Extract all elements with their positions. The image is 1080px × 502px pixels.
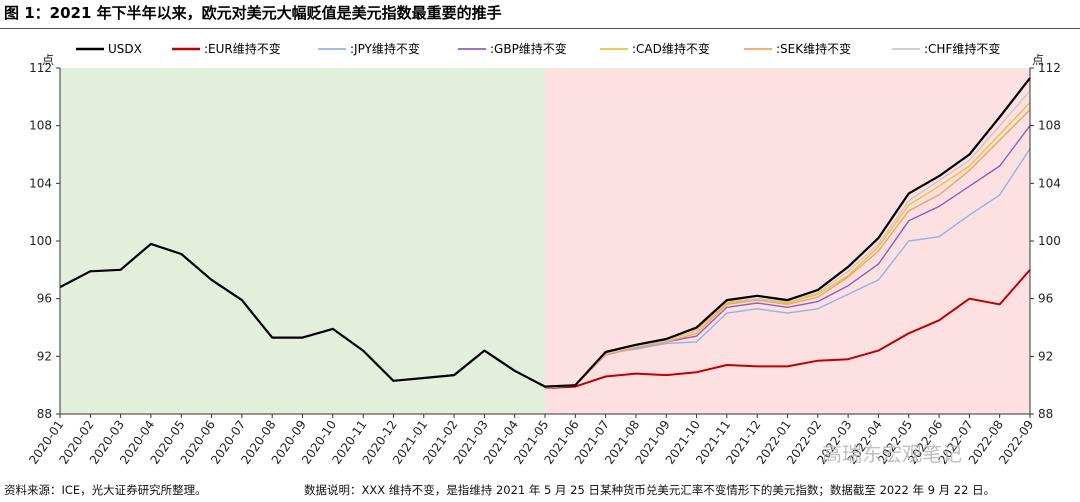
y-unit-left: 点 <box>42 53 54 67</box>
y-tick-label-left: 112 <box>29 61 52 75</box>
y-tick-label-right: 112 <box>1038 61 1061 75</box>
legend-label-3: :JPY维持不变 <box>350 41 420 56</box>
y-tick-label-left: 92 <box>37 349 52 363</box>
y-tick-label-left: 100 <box>29 234 52 248</box>
series-line-2 <box>544 269 1031 390</box>
legend-label-1: USDX <box>108 42 142 56</box>
series-line-7 <box>544 90 1031 389</box>
watermark: 高瑞东宏观笔记 <box>822 442 962 466</box>
legend-label-7: :CHF维持不变 <box>924 41 1000 56</box>
series-line-1 <box>59 77 1031 388</box>
data-note: 数据说明：XXX 维持不变，是指维持 2021 年 5 月 25 日某种货币兑美… <box>304 483 996 497</box>
y-tick-label-right: 100 <box>1038 234 1061 248</box>
legend-label-6: :SEK维持不变 <box>776 41 851 56</box>
shaded-period-1 <box>60 68 545 414</box>
source-note: 资料来源：ICE，光大证券研究所整理。 <box>4 483 207 497</box>
y-tick-label-right: 92 <box>1038 349 1053 363</box>
y-tick-label-right: 104 <box>1038 176 1061 190</box>
legend-label-5: :CAD维持不变 <box>632 41 710 56</box>
series-line-6 <box>544 109 1031 389</box>
legend-label-2: :EUR维持不变 <box>204 41 281 56</box>
y-tick-label-left: 88 <box>37 407 52 421</box>
title-divider <box>0 28 1080 29</box>
y-tick-label-left: 96 <box>37 292 52 306</box>
y-tick-label-right: 88 <box>1038 407 1053 421</box>
legend-label-4: :GBP维持不变 <box>490 41 567 56</box>
y-tick-label-right: 96 <box>1038 292 1053 306</box>
y-tick-label-left: 104 <box>29 176 52 190</box>
y-tick-label-right: 108 <box>1038 119 1061 133</box>
page-title: 图 1：2021 年下半年以来，欧元对美元大幅贬值是美元指数最重要的推手 <box>4 4 502 22</box>
y-unit-right: 点 <box>1032 53 1044 67</box>
y-tick-label-left: 108 <box>29 119 52 133</box>
shaded-period-2 <box>545 68 1030 414</box>
